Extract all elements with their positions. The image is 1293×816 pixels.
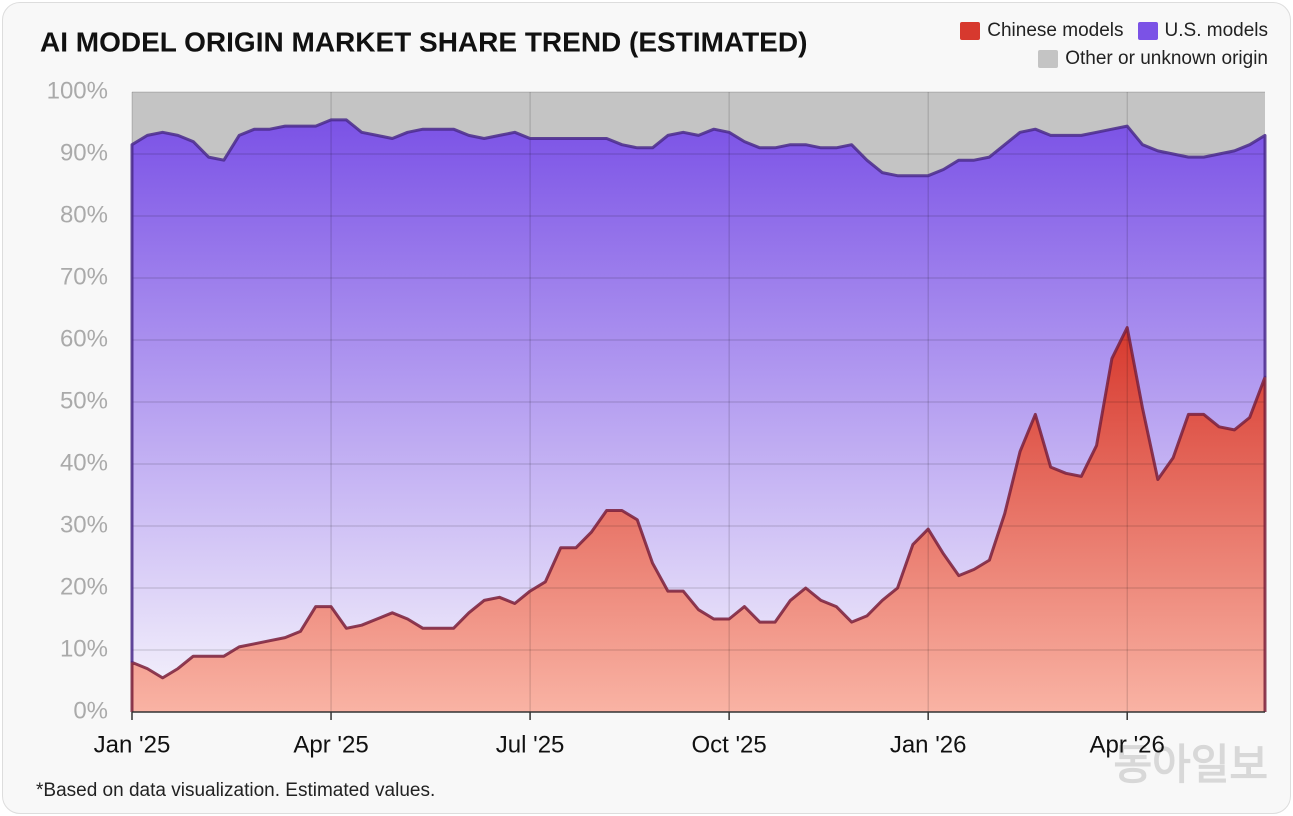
x-tick-label: Apr '26 (1090, 731, 1165, 758)
watermark: 동아일보 (1113, 741, 1268, 788)
legend-swatch (960, 22, 981, 40)
plot-area: 0% 10% 20% 30% 40% 50% 60% 70% 80% 90% 100% Jan '25… (47, 77, 1267, 758)
y-tick-label: 90% (60, 139, 108, 166)
y-tick-label: 30% (60, 511, 108, 538)
y-tick-label: 20% (60, 573, 108, 600)
x-tick-label: Jan '26 (890, 731, 967, 758)
area (132, 327, 1265, 712)
y-tick-label: 60% (60, 325, 108, 352)
x-tick-label: Apr '25 (293, 731, 368, 758)
legend-item: Other or unknown origin (1038, 48, 1268, 70)
series-line (130, 326, 1267, 712)
legend: Chinese models U.S. models Other or unknow… (880, 20, 1268, 70)
legend-item: U.S. models (1137, 20, 1268, 42)
x-tick-label: Jul '25 (496, 731, 565, 758)
footnote: *Based on data visualization. Estimated … (36, 780, 435, 801)
x-tick-label: Oct '25 (691, 731, 766, 758)
legend-label: U.S. models (1164, 20, 1268, 41)
legend-swatch (1137, 22, 1158, 40)
y-tick-label: 40% (60, 449, 108, 476)
x-tick-label: Jan '25 (94, 731, 171, 758)
y-tick-label: 50% (60, 387, 108, 414)
y-tick-label: 100% (47, 77, 108, 104)
legend-swatch (1038, 50, 1059, 68)
series-line (130, 118, 1267, 663)
area (132, 119, 1265, 678)
outlines (130, 118, 1267, 712)
legend-label: Other or unknown origin (1065, 48, 1268, 69)
y-tick-label: 10% (60, 635, 108, 662)
y-tick-label: 70% (60, 263, 108, 290)
legend-item: Chinese models (960, 20, 1124, 42)
y-tick-label: 80% (60, 201, 108, 228)
chart-title: AI MODEL ORIGIN MARKET SHARE TREND (ESTI… (40, 26, 807, 57)
legend-label: Chinese models (987, 20, 1124, 41)
y-tick-label: 0% (73, 697, 108, 724)
